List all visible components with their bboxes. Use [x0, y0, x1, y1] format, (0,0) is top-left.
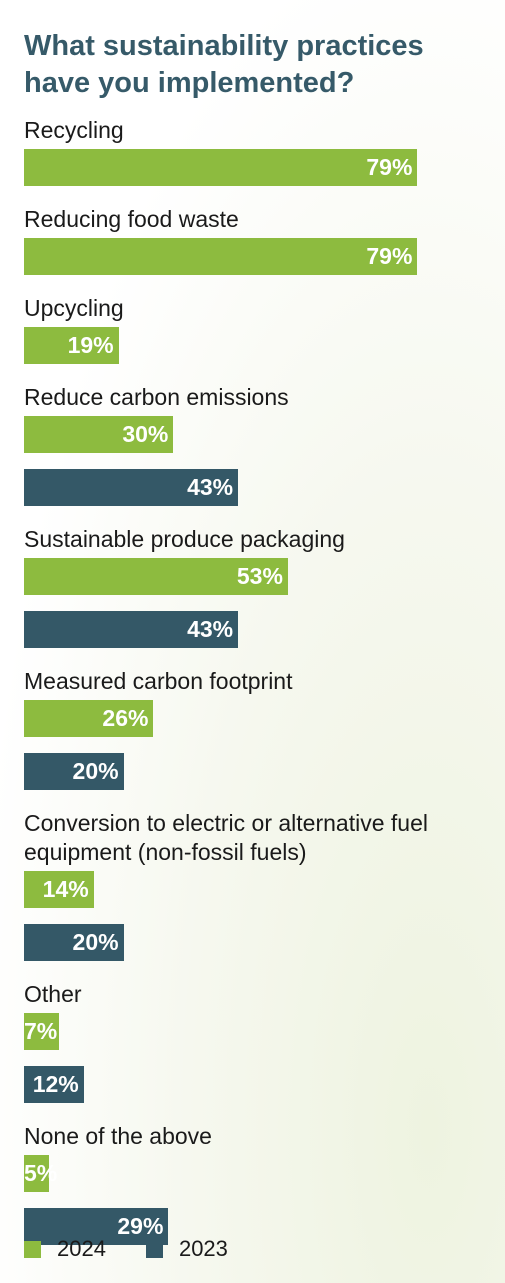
bar-value-label: 43% [187, 616, 234, 642]
bar-2024: 5% [24, 1155, 57, 1192]
bar-value-label: 7% [24, 1018, 58, 1044]
bar-value-label: 12% [32, 1071, 79, 1097]
bar-value-label: 43% [187, 474, 234, 500]
chart-legend: 2024 2023 [24, 1236, 268, 1262]
bar-2023: 12% [24, 1066, 84, 1103]
category-label: Upcycling [24, 295, 124, 321]
bar-2023: 29% [24, 1208, 169, 1245]
bar-value-label: 53% [236, 563, 283, 589]
bar-2023: 20% [24, 753, 124, 790]
bar-2024: 79% [24, 149, 418, 186]
category-label: Other [24, 981, 82, 1007]
bar-2023: 20% [24, 924, 124, 961]
bar-2024: 26% [24, 700, 154, 737]
bar-value-label: 79% [366, 243, 413, 269]
bar-2024: 7% [24, 1013, 59, 1050]
category-label: Reduce carbon emissions [24, 384, 289, 410]
bar-2024: 14% [24, 871, 94, 908]
category-label: Recycling [24, 117, 124, 143]
bar-value-label: 26% [102, 705, 149, 731]
bar-value-label: 79% [366, 154, 413, 180]
bar-value-label: 19% [67, 332, 114, 358]
bar-value-label: 29% [117, 1213, 164, 1239]
legend-label: 2024 [57, 1236, 106, 1261]
legend-label: 2023 [178, 1236, 228, 1261]
category-label: None of the above [24, 1123, 212, 1149]
bar-value-label: 5% [24, 1160, 58, 1186]
bar-value-label: 20% [72, 758, 119, 784]
bar-value-label: 14% [42, 876, 89, 902]
bar-2024: 53% [24, 558, 288, 595]
category-label: Conversion to electric or alternative fu… [24, 810, 428, 865]
bar-2024: 79% [24, 238, 418, 275]
bar-2023: 43% [24, 469, 239, 506]
category-label: Sustainable produce packaging [24, 526, 345, 552]
legend-swatch [24, 1240, 41, 1258]
bar-value-label: 20% [72, 929, 119, 955]
legend-swatch [145, 1240, 163, 1258]
bar-value-label: 30% [122, 421, 169, 447]
bar-2024: 30% [24, 416, 174, 453]
category-label: Reducing food waste [24, 206, 239, 232]
legend-item-2023: 2023 [145, 1236, 228, 1262]
bar-2024: 19% [24, 327, 119, 364]
chart-title: What sustainability practices have you i… [24, 30, 424, 99]
category-label: Measured carbon footprint [24, 668, 293, 694]
legend-item-2024: 2024 [24, 1236, 106, 1262]
bar-2023: 43% [24, 611, 239, 648]
